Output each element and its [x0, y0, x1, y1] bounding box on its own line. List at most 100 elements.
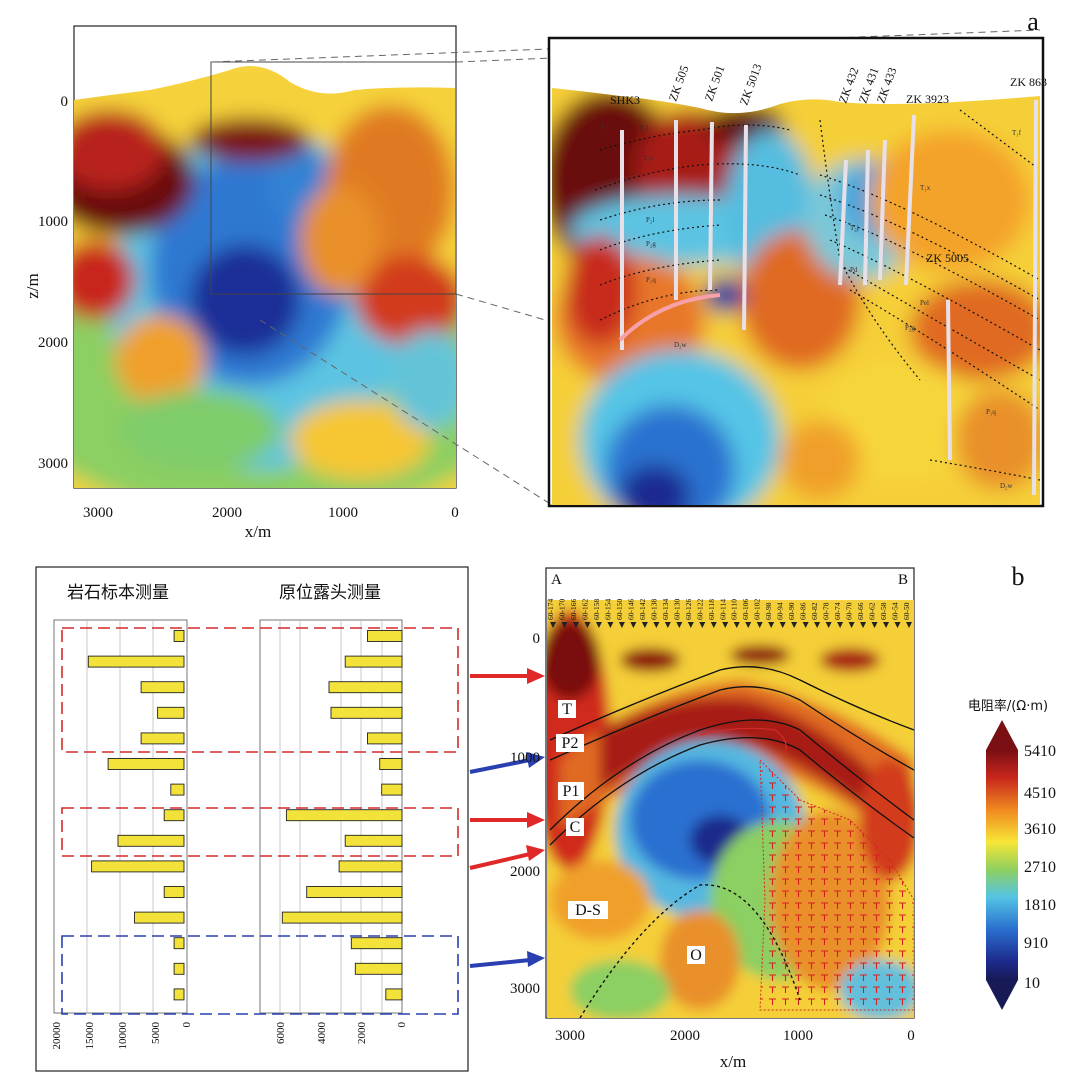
station-marker: [699, 622, 706, 628]
station-label: 60-78: [822, 602, 831, 620]
cbar-tick: 1810: [1024, 897, 1056, 914]
panel-a-z-axis: 0 1000 2000 3000 z/m: [23, 94, 68, 472]
cbar-tick: 5410: [1024, 743, 1056, 760]
stratum-label: P₁q: [646, 276, 656, 284]
station-marker: [906, 622, 912, 628]
b-x-tick: 2000: [670, 1028, 700, 1044]
station-marker: [733, 622, 740, 628]
histogram-left-bar: [170, 783, 185, 796]
b-station-markers: 60-174 60-170 60-166 60-162 60-158 60-154 60-1…: [546, 599, 912, 628]
well-zk3923: ZK 3923: [906, 92, 949, 106]
b-strata-labels: T P2 P1 C D-S O: [556, 700, 705, 964]
station-marker: [722, 622, 729, 628]
b-z-axis: 0 1000 2000 3000: [510, 631, 540, 997]
b-stratum-ds: D-S: [575, 902, 601, 919]
station-label: 60-94: [776, 602, 785, 620]
histogram-right-bar: [281, 911, 403, 924]
cbar-tick: 3610: [1024, 821, 1056, 838]
station-label: 60-150: [615, 599, 624, 620]
b-z-tick: 1000: [510, 750, 540, 766]
station-marker: [860, 622, 867, 628]
station-marker: [871, 622, 878, 628]
station-marker: [584, 622, 591, 628]
station-label: 60-110: [730, 599, 739, 620]
b-strata-lines: [549, 666, 914, 846]
station-marker: [883, 622, 890, 628]
station-label: 60-58: [879, 602, 888, 620]
b-corner-b: B: [898, 572, 908, 588]
colorbar: 电阻率/(Ω·m) 5410 4510 3610 2710 1810 910 1…: [968, 698, 1056, 1010]
station-marker: [676, 622, 683, 628]
histogram-left-bars: [87, 630, 185, 1001]
b-x-tick: 1000: [783, 1028, 813, 1044]
b-x-tick: 3000: [555, 1028, 585, 1044]
colorbar-ticks: 5410 4510 3610 2710 1810 910 10: [1024, 743, 1056, 992]
station-marker: [802, 622, 809, 628]
b-stratum-p2: P2: [562, 735, 579, 752]
station-label: 60-126: [684, 599, 693, 620]
station-label: 60-74: [833, 602, 842, 620]
station-marker: [756, 622, 763, 628]
a-x-tick-3000: 3000: [83, 505, 113, 521]
panel-b-label: b: [1012, 562, 1025, 591]
histogram-right-bar: [338, 860, 403, 873]
hatched-zone: [759, 758, 914, 1011]
station-marker: [745, 622, 752, 628]
panel-a-label: a: [1027, 7, 1039, 36]
station-label: 60-158: [592, 599, 601, 620]
hist-right-tick: 4000: [316, 1022, 328, 1045]
histogram-left-ticks: 20000 15000 10000 5000 0: [51, 1022, 193, 1050]
well-zk863: ZK 863: [1010, 75, 1047, 89]
stratum-label: T₂l: [640, 124, 649, 132]
hist-left-tick: 5000: [150, 1022, 162, 1045]
station-marker: [848, 622, 855, 628]
station-marker: [894, 622, 901, 628]
station-marker: [595, 622, 602, 628]
hist-right-tick: 2000: [356, 1022, 368, 1045]
station-marker: [561, 622, 568, 628]
histogram-right-bar: [367, 732, 403, 745]
cbar-tick: 10: [1024, 975, 1040, 992]
a-z-tick-2000: 2000: [38, 335, 68, 351]
a-z-axis-label: z/m: [23, 273, 42, 299]
histogram-right-bar: [350, 937, 403, 950]
a-x-axis-label: x/m: [245, 522, 271, 541]
station-label: 60-130: [672, 599, 681, 620]
stratum-label: P₂g: [646, 240, 656, 248]
histogram-left-bar: [91, 860, 185, 873]
hist-right-tick: 0: [396, 1022, 408, 1028]
histogram-right-bar: [367, 630, 403, 642]
station-label: 60-162: [581, 599, 590, 620]
a-z-tick-1000: 1000: [38, 214, 68, 230]
histogram-left-bar: [157, 706, 185, 719]
histogram-right-bar: [354, 962, 403, 975]
b-x-axis-label: x/m: [720, 1052, 746, 1071]
group-box-o: [61, 935, 459, 1015]
station-label: 60-50: [902, 602, 911, 620]
station-marker: [768, 622, 775, 628]
stratum-label: P₂l: [646, 216, 654, 224]
station-label: 60-66: [856, 602, 865, 620]
hist-left-tick: 0: [181, 1022, 193, 1028]
stratum-label: P₁q: [986, 408, 996, 416]
group-box-c: [61, 807, 459, 857]
panel-a-zoom-section: SHK3 ZK 505 ZK 501 ZK 5013 ZK 432 ZK 431…: [547, 7, 1047, 508]
station-label: 60-166: [569, 599, 578, 620]
station-marker: [630, 622, 637, 628]
histogram-left-bar: [163, 886, 185, 898]
histogram-left-bar: [117, 834, 185, 847]
colorbar-top-cap: [986, 720, 1018, 750]
station-label: 60-122: [695, 599, 704, 620]
zoom-boreholes: [620, 99, 1038, 496]
panel-a-left-section: 3000 2000 1000 0 x/m 0 1000 2000 3000 z/…: [23, 25, 459, 541]
stratum-label: P₂g: [905, 324, 915, 332]
b-stratum-c: C: [570, 819, 581, 836]
station-marker: [687, 622, 694, 628]
histogram-right-bar: [285, 809, 403, 822]
well-shk3: SHK3: [610, 93, 640, 107]
panel-b-histogram: 岩石标本测量 原位露头测量 20000 15000 10000 5000 0: [35, 566, 469, 1072]
stratum-label: T₁f: [1012, 129, 1022, 137]
histogram-left-bar: [173, 937, 185, 950]
station-label: 60-98: [764, 602, 773, 620]
b-corner-a: A: [551, 572, 562, 588]
